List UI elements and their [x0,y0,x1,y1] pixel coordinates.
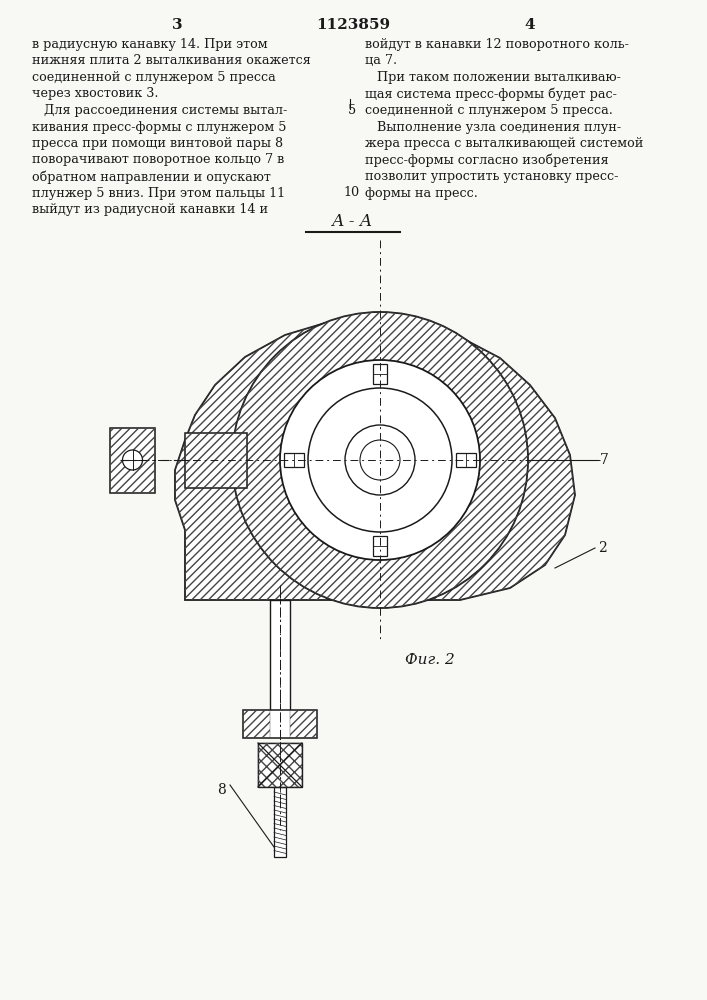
Text: ца 7.: ца 7. [365,54,397,68]
Bar [284,453,304,467]
Text: 4: 4 [525,18,535,32]
Circle shape [345,425,415,495]
Circle shape [122,450,143,470]
Bar [258,743,302,787]
Bar [290,710,317,738]
Text: Для рассоединения системы вытал-: Для рассоединения системы вытал- [32,104,287,117]
Circle shape [280,360,480,560]
Bar [270,600,290,720]
Text: пресса при помощи винтовой пары 8: пресса при помощи винтовой пары 8 [32,137,283,150]
Text: пресс-формы согласно изобретения: пресс-формы согласно изобретения [365,153,609,167]
Text: 11: 11 [338,460,352,470]
Text: 10: 10 [388,477,402,487]
Bar [274,787,286,857]
Bar [110,428,155,492]
Text: 1123859: 1123859 [316,18,390,32]
Bar [456,453,476,467]
Circle shape [360,440,400,480]
Circle shape [308,388,452,532]
Text: соединенной с плунжером 5 пресса.: соединенной с плунжером 5 пресса. [365,104,613,117]
Text: А - А: А - А [332,214,374,231]
Bar [243,710,270,738]
Bar [258,743,302,787]
Text: 8: 8 [218,783,226,797]
Polygon shape [175,318,575,600]
Text: кивания пресс-формы с плунжером 5: кивания пресс-формы с плунжером 5 [32,120,286,133]
Bar [185,432,247,488]
Text: формы на пресс.: формы на пресс. [365,186,478,200]
Text: нижняя плита 2 выталкивания окажется: нижняя плита 2 выталкивания окажется [32,54,311,68]
Text: в радиусную канавку 14. При этом: в радиусную канавку 14. При этом [32,38,268,51]
Text: обратном направлении и опускают: обратном направлении и опускают [32,170,271,184]
Bar [185,432,247,488]
Bar [110,428,155,492]
Text: выйдут из радиусной канавки 14 и: выйдут из радиусной канавки 14 и [32,203,268,216]
Circle shape [232,312,528,608]
Bar [243,710,317,738]
Text: 9: 9 [388,467,395,477]
Text: щая система пресс-формы будет рас-: щая система пресс-формы будет рас- [365,88,617,101]
Text: При таком положении выталкиваю-: При таком положении выталкиваю- [365,71,621,84]
Text: 5: 5 [348,104,356,117]
Text: 3: 3 [172,18,182,32]
Bar [373,364,387,384]
Text: поворачивают поворотное кольцо 7 в: поворачивают поворотное кольцо 7 в [32,153,284,166]
Text: 2: 2 [598,541,607,555]
Bar [373,536,387,556]
Text: соединенной с плунжером 5 пресса: соединенной с плунжером 5 пресса [32,71,276,84]
Text: 10: 10 [344,186,360,200]
Text: через хвостовик 3.: через хвостовик 3. [32,88,158,101]
Text: плунжер 5 вниз. При этом пальцы 11: плунжер 5 вниз. При этом пальцы 11 [32,186,285,200]
Text: жера пресса с выталкивающей системой: жера пресса с выталкивающей системой [365,137,643,150]
Text: позволит упростить установку пресс-: позволит упростить установку пресс- [365,170,619,183]
Text: войдут в канавки 12 поворотного коль-: войдут в канавки 12 поворотного коль- [365,38,629,51]
Text: 7: 7 [600,453,609,467]
Text: Выполнение узла соединения плун-: Выполнение узла соединения плун- [365,120,621,133]
Text: Фиг. 2: Фиг. 2 [405,653,455,667]
